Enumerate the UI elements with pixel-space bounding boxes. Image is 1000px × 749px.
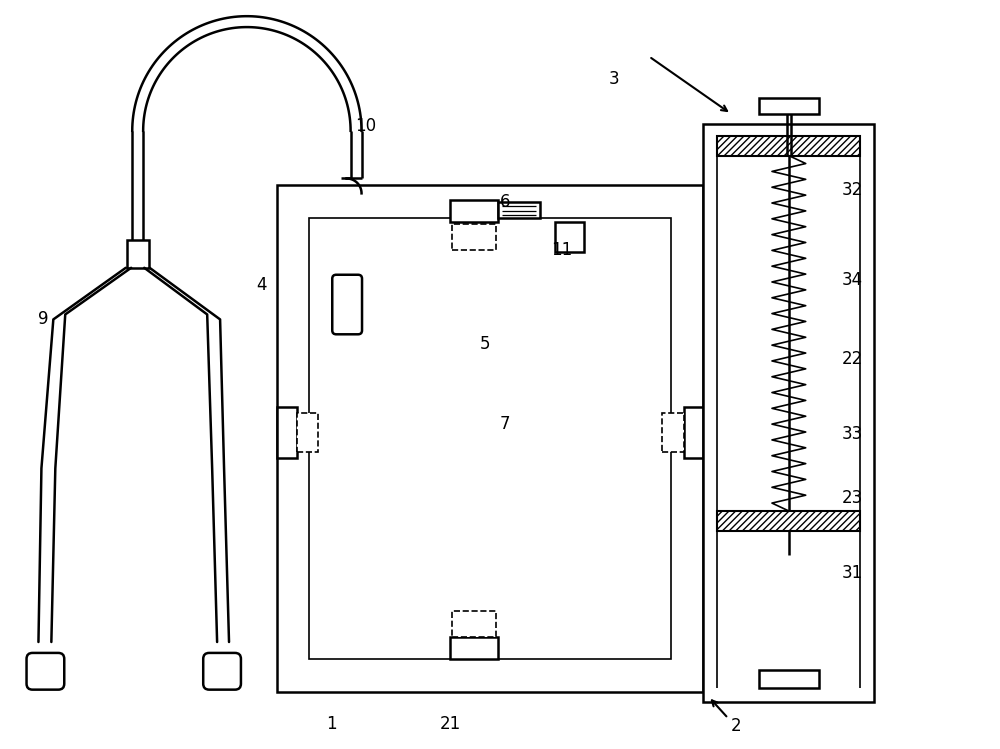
Bar xyxy=(555,222,584,252)
Bar xyxy=(498,202,540,218)
Bar xyxy=(703,124,874,702)
Text: 9: 9 xyxy=(38,310,49,328)
Bar xyxy=(452,611,496,637)
FancyBboxPatch shape xyxy=(332,275,362,334)
Text: 3: 3 xyxy=(609,70,619,88)
Text: 6: 6 xyxy=(500,193,510,211)
Text: 11: 11 xyxy=(551,241,572,259)
Text: 7: 7 xyxy=(500,415,510,433)
Bar xyxy=(662,413,684,452)
Bar xyxy=(759,670,819,688)
Text: 21: 21 xyxy=(440,715,461,733)
Bar xyxy=(450,200,498,222)
Text: 22: 22 xyxy=(842,350,863,368)
Bar xyxy=(452,224,496,250)
Bar xyxy=(717,511,860,531)
Text: 34: 34 xyxy=(842,270,863,288)
Bar xyxy=(759,98,819,114)
Text: 31: 31 xyxy=(842,563,863,581)
FancyBboxPatch shape xyxy=(27,653,64,690)
Bar xyxy=(717,136,860,156)
Bar xyxy=(684,407,703,458)
Text: 4: 4 xyxy=(257,276,267,294)
Text: 2: 2 xyxy=(731,718,742,736)
Text: 23: 23 xyxy=(842,489,863,507)
Bar xyxy=(450,637,498,659)
Bar xyxy=(277,186,703,691)
Text: 10: 10 xyxy=(355,117,377,135)
Bar xyxy=(277,407,297,458)
Bar xyxy=(309,218,671,659)
Bar xyxy=(297,413,318,452)
Bar xyxy=(127,240,149,268)
Text: 5: 5 xyxy=(480,336,490,354)
Text: 1: 1 xyxy=(326,715,337,733)
Text: 32: 32 xyxy=(842,181,863,199)
Text: 33: 33 xyxy=(842,425,863,443)
FancyBboxPatch shape xyxy=(203,653,241,690)
